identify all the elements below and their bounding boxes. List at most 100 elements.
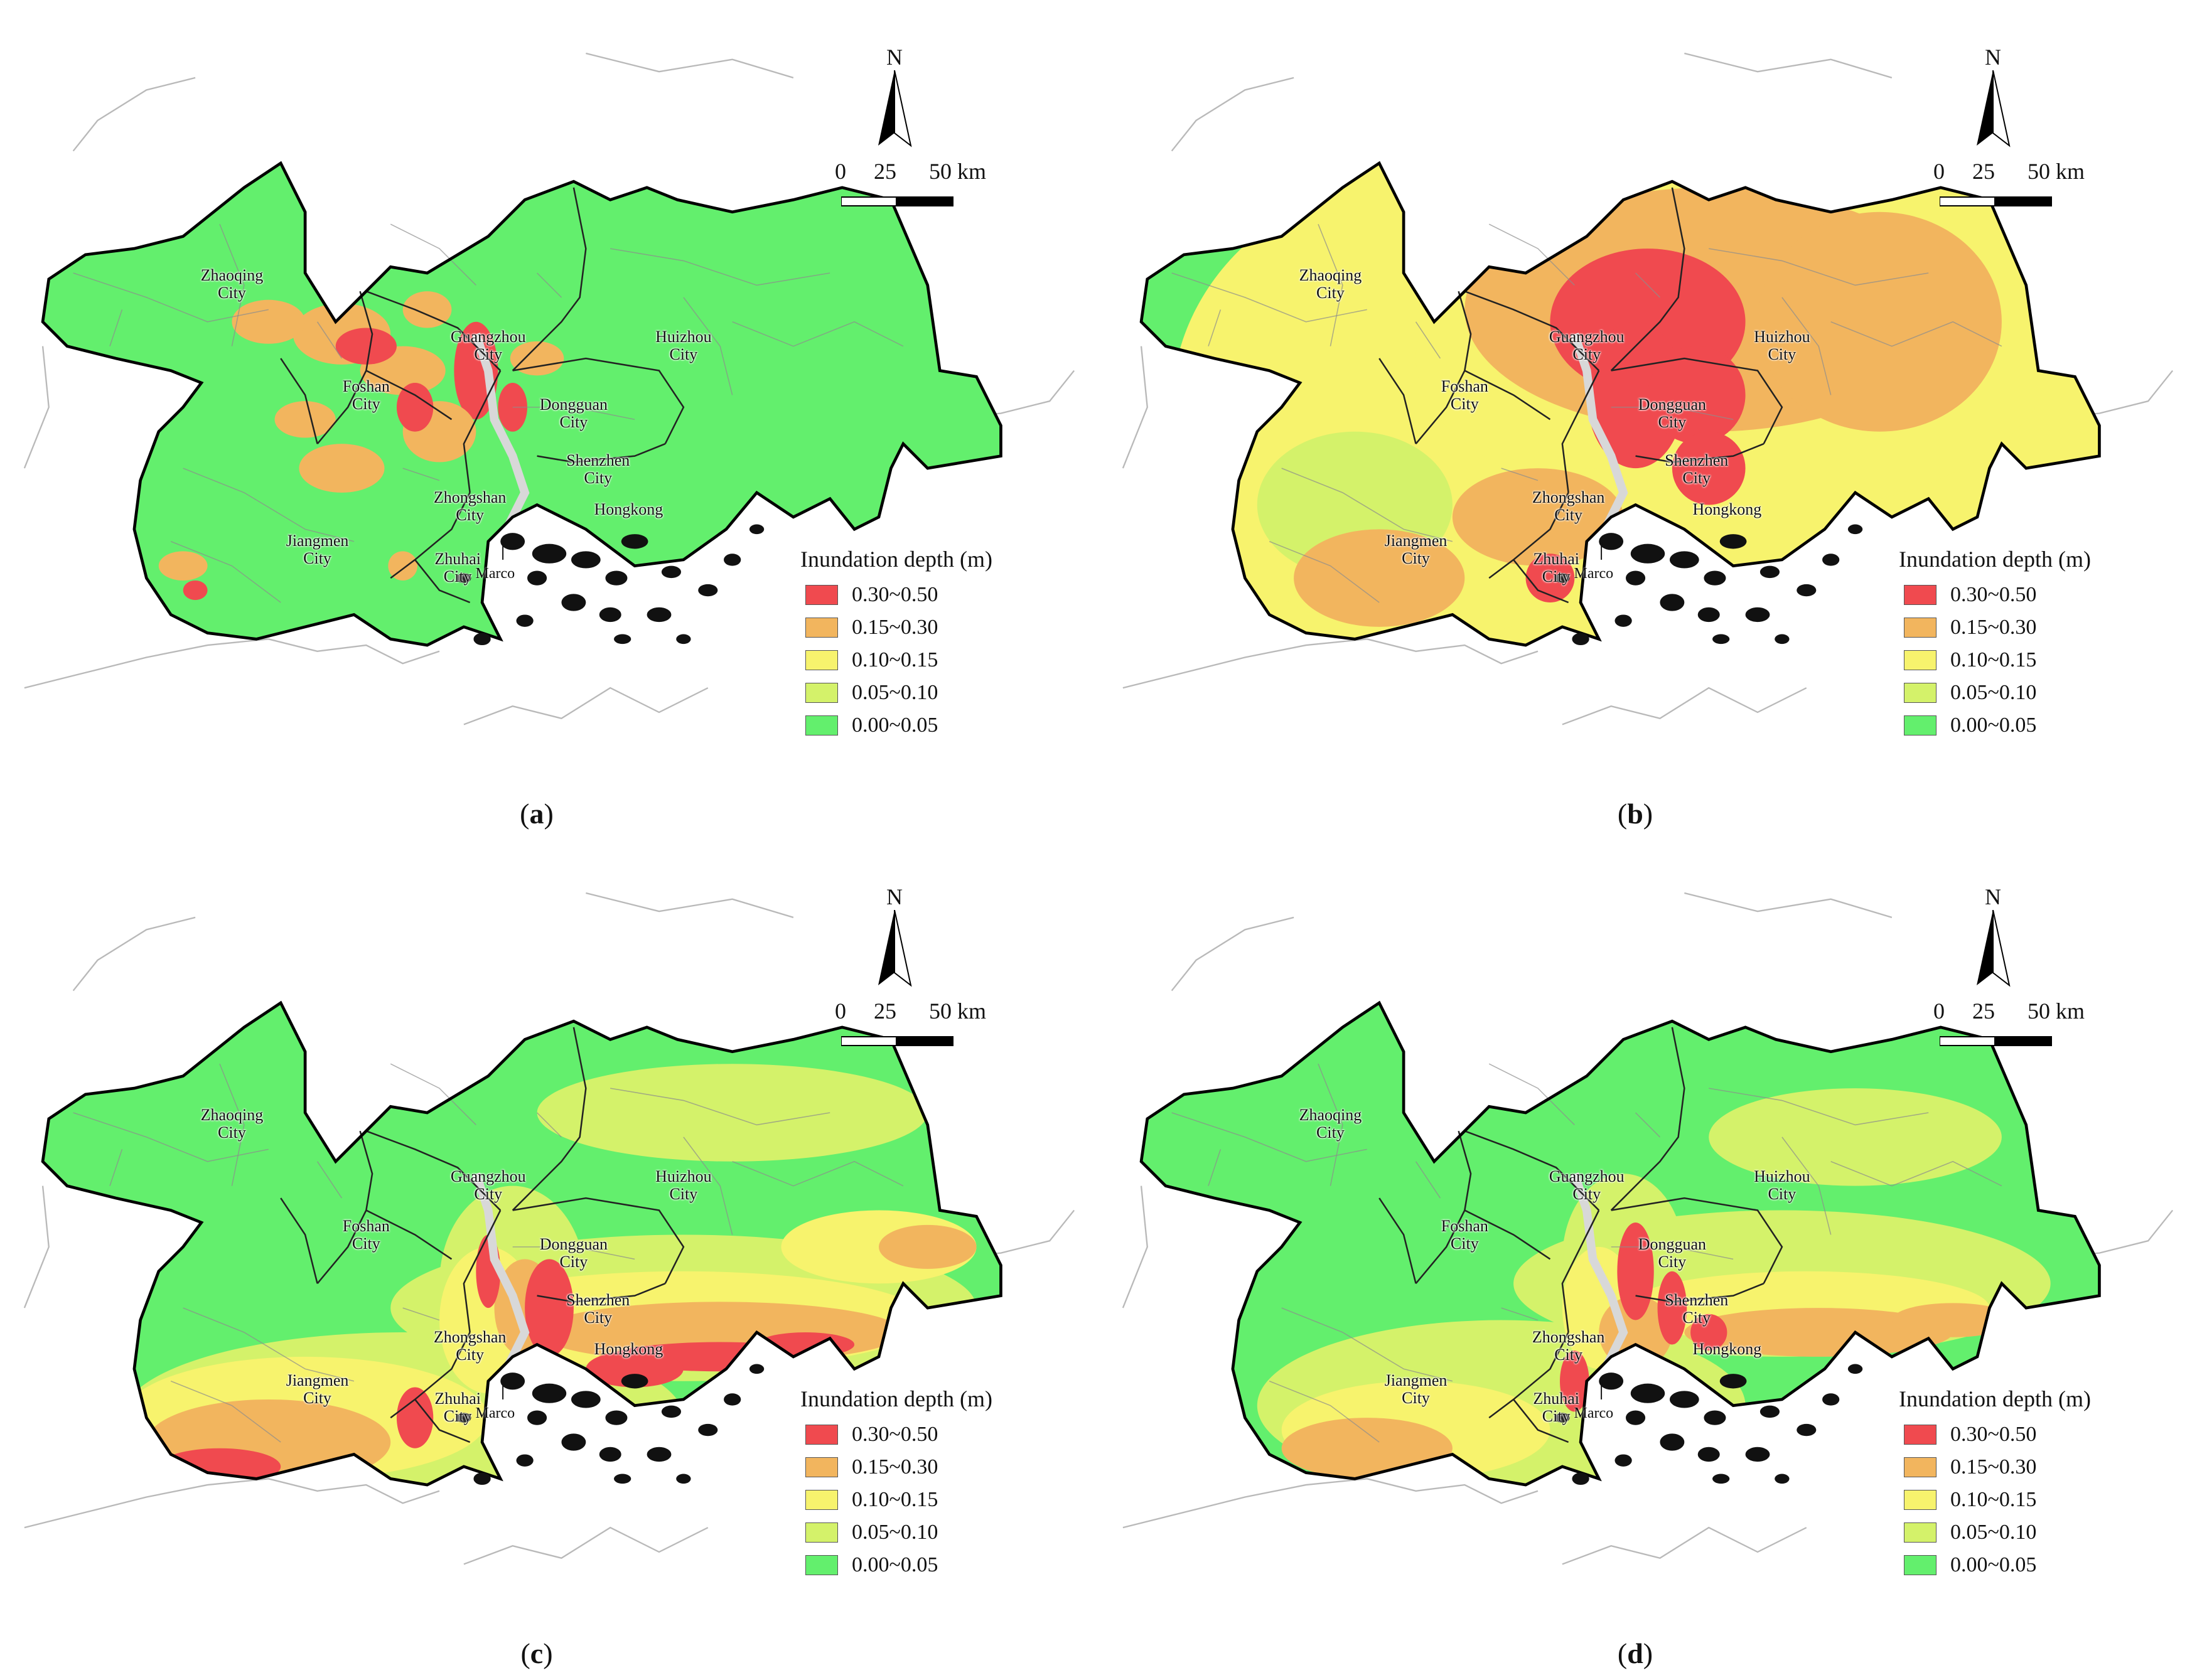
outside-coastline bbox=[1122, 346, 1148, 469]
legend-item: 0.30~0.50 bbox=[1899, 1418, 2197, 1451]
city-label-shenzhen: Shenzhen City bbox=[566, 1290, 630, 1327]
city-label-dongguan: Dongguan City bbox=[1638, 395, 1707, 432]
legend-swatch bbox=[805, 1490, 838, 1510]
outside-coastline bbox=[1122, 638, 1539, 689]
north-label: N bbox=[1985, 884, 2001, 909]
city-label-foshan: Foshan City bbox=[1441, 1216, 1488, 1253]
outside-coastline bbox=[586, 52, 794, 79]
city-label-foshan: Foshan City bbox=[342, 1216, 390, 1253]
island bbox=[527, 570, 547, 586]
city-label-hongkong: Hongkong bbox=[1692, 500, 1762, 519]
city-label-zhuhai: Zhuhai City bbox=[434, 1389, 481, 1426]
island bbox=[1847, 524, 1863, 535]
inundation-zone-o bbox=[299, 444, 385, 493]
city-label-guangzhou: Guangzhou City bbox=[450, 1167, 526, 1203]
legend-item: 0.15~0.30 bbox=[1899, 611, 2197, 644]
legend-swatch bbox=[1904, 618, 1936, 638]
outside-coastline bbox=[586, 892, 794, 919]
city-label-foshan: Foshan City bbox=[1441, 377, 1488, 413]
city-label-zhaoqing: Zhaoqing City bbox=[1299, 265, 1362, 302]
legend: Inundation depth (m) 0.30~0.50 0.15~0.30 0.… bbox=[1899, 546, 2197, 742]
legend-range: 0.00~0.05 bbox=[1950, 1553, 2037, 1576]
outside-coastline bbox=[1684, 892, 1893, 919]
island bbox=[1712, 1474, 1730, 1484]
city-label-jiangmen: Jiangmen City bbox=[286, 1371, 349, 1407]
island bbox=[647, 607, 672, 623]
scale-bar: 0 25 50 km bbox=[1933, 158, 2141, 215]
scale-tick-50: 50 km bbox=[2028, 159, 2085, 184]
legend-item: 0.10~0.15 bbox=[1899, 1484, 2197, 1516]
legend-range: 0.30~0.50 bbox=[852, 1423, 938, 1446]
legend-range: 0.15~0.30 bbox=[852, 616, 938, 639]
outside-coastline bbox=[72, 916, 196, 992]
island bbox=[1697, 607, 1720, 623]
legend-range: 0.00~0.05 bbox=[1950, 714, 2037, 737]
north-arrow-icon bbox=[1977, 70, 2011, 147]
inundation-zone-r bbox=[396, 1387, 434, 1448]
island bbox=[500, 533, 525, 550]
inundation-zone-o bbox=[1684, 1308, 1953, 1357]
legend-swatch bbox=[1904, 1457, 1936, 1477]
legend-range: 0.10~0.15 bbox=[852, 648, 938, 671]
inundation-zone-o bbox=[1758, 211, 2002, 432]
island bbox=[500, 1372, 525, 1390]
pearl-river-estuary bbox=[471, 1172, 530, 1371]
city-label-dongguan: Dongguan City bbox=[1638, 1235, 1707, 1271]
legend-swatch bbox=[1904, 650, 1936, 670]
inundation-zone-o bbox=[1891, 1303, 2014, 1337]
island bbox=[676, 634, 691, 645]
city-label-jiangmen: Jiangmen City bbox=[286, 531, 349, 567]
island bbox=[456, 1413, 471, 1423]
north-arrow-icon bbox=[1977, 910, 2011, 987]
legend-item: 0.30~0.50 bbox=[800, 1418, 1102, 1451]
legend-item: 0.30~0.50 bbox=[800, 579, 1102, 611]
pearl-river-estuary bbox=[1570, 1172, 1628, 1371]
island bbox=[1555, 1413, 1570, 1423]
outside-coastline bbox=[1122, 1478, 1539, 1529]
legend-item: 0.10~0.15 bbox=[800, 1484, 1102, 1516]
outside-coastline bbox=[72, 77, 196, 152]
north-label: N bbox=[886, 45, 903, 70]
legend-swatch bbox=[1904, 1490, 1936, 1510]
island bbox=[1719, 1374, 1747, 1389]
map-panel-a: Zhaoqing City Guangzhou City Huizhou City Fosh… bbox=[0, 0, 1098, 840]
island bbox=[599, 1447, 621, 1462]
inundation-zone-r bbox=[1672, 431, 1746, 505]
scale-bar: 0 25 50 km bbox=[835, 998, 1042, 1054]
legend-item: 0.00~0.05 bbox=[1899, 1549, 2197, 1581]
island bbox=[1719, 534, 1747, 549]
legend-title: Inundation depth (m) bbox=[800, 1386, 992, 1411]
island bbox=[1614, 1454, 1632, 1467]
legend-swatch bbox=[1904, 585, 1936, 605]
inundation-zone-r bbox=[756, 1332, 855, 1357]
city-label-zhaoqing: Zhaoqing City bbox=[1299, 1105, 1362, 1142]
city-label-zhuhai: Zhuhai City bbox=[1533, 550, 1579, 586]
island bbox=[561, 1433, 586, 1451]
inundation-zone-r bbox=[1657, 1271, 1687, 1345]
region-outline bbox=[41, 1000, 1002, 1487]
region-outline bbox=[1139, 1000, 2101, 1487]
city-label-hongkong: Hongkong bbox=[594, 500, 663, 519]
island bbox=[599, 607, 621, 623]
legend-swatch bbox=[1904, 1555, 1936, 1575]
island bbox=[1775, 634, 1790, 645]
panel-letter: b bbox=[1627, 798, 1643, 830]
legend-range: 0.05~0.10 bbox=[852, 681, 938, 704]
legend-item: 0.30~0.50 bbox=[1899, 579, 2197, 611]
outside-coastline bbox=[1171, 77, 1294, 152]
legend-range: 0.05~0.10 bbox=[1950, 681, 2037, 704]
legend: Inundation depth (m) 0.30~0.50 0.15~0.30 0.… bbox=[800, 1386, 1102, 1581]
north-label: N bbox=[886, 884, 903, 909]
scale-tick-25: 25 bbox=[874, 159, 896, 184]
legend-swatch bbox=[1904, 1522, 1936, 1543]
north-arrow: N bbox=[876, 884, 913, 990]
legend-swatch bbox=[805, 1522, 838, 1543]
legend-item: 0.00~0.05 bbox=[1899, 709, 2197, 742]
legend-item: 0.15~0.30 bbox=[800, 1451, 1102, 1484]
legend-range: 0.10~0.15 bbox=[1950, 1488, 2037, 1511]
inundation-zone-o bbox=[1452, 468, 1624, 566]
outside-coastline bbox=[1562, 687, 1807, 725]
inundation-zone-o bbox=[1294, 529, 1465, 627]
island bbox=[532, 543, 567, 564]
island bbox=[1630, 543, 1665, 564]
